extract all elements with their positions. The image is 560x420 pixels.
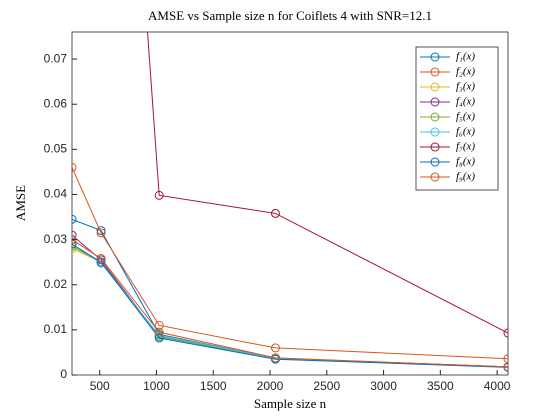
series-line — [72, 243, 508, 368]
y-tick-label: 0.01 — [44, 322, 68, 336]
y-axis-label: AMSE — [13, 185, 28, 221]
legend-box — [415, 46, 499, 191]
legend-label: f₆(x) — [456, 126, 475, 138]
x-tick-label: 3500 — [427, 379, 454, 393]
legend-label: f₁(x) — [456, 51, 475, 63]
y-tick-label: 0.07 — [44, 51, 68, 65]
x-tick-label: 500 — [90, 379, 110, 393]
data-point — [96, 226, 106, 236]
data-point — [154, 327, 164, 337]
data-point — [96, 254, 106, 264]
legend-marker — [430, 127, 440, 137]
x-tick-label: 2000 — [257, 379, 284, 393]
data-point — [154, 320, 164, 330]
x-tick-label: 4000 — [484, 379, 511, 393]
chart-title: AMSE vs Sample size n for Coiflets 4 wit… — [148, 8, 432, 23]
series-line — [147, 32, 508, 334]
y-tick-label: 0.04 — [44, 187, 68, 201]
data-point — [270, 353, 280, 363]
y-tick-label: 0.05 — [44, 142, 68, 156]
data-point — [72, 239, 77, 249]
x-tick-label: 1000 — [143, 379, 170, 393]
y-tick-label: 0.03 — [44, 232, 68, 246]
data-point — [96, 228, 106, 238]
data-point — [270, 343, 280, 353]
legend-marker — [430, 67, 440, 77]
y-tick-label: 0 — [60, 367, 67, 381]
legend-label: f₅(x) — [456, 111, 475, 123]
x-tick-label: 1500 — [200, 379, 227, 393]
data-point — [72, 230, 77, 240]
data-point — [270, 208, 280, 218]
legend-marker — [430, 112, 440, 122]
legend-marker — [430, 82, 440, 92]
data-point — [72, 214, 77, 224]
legend-label: f₄(x) — [456, 96, 475, 108]
data-point — [154, 333, 164, 343]
legend-label: f₂(x) — [456, 66, 475, 78]
legend-label: f₈(x) — [456, 156, 475, 168]
legend-label: f₃(x) — [456, 81, 475, 93]
y-tick-label: 0.06 — [44, 96, 68, 110]
legend-label: f₇(x) — [456, 141, 475, 153]
x-axis-label: Sample size n — [254, 396, 327, 411]
data-point — [503, 362, 508, 372]
series-layer — [72, 32, 508, 372]
legend-marker — [430, 157, 440, 167]
data-point — [72, 162, 77, 172]
x-tick-label: 3000 — [370, 379, 397, 393]
data-point — [503, 354, 508, 364]
x-tick-label: 2500 — [313, 379, 340, 393]
data-point — [503, 328, 508, 338]
y-tick-label: 0.02 — [44, 277, 68, 291]
data-point — [154, 190, 164, 200]
legend-marker — [430, 172, 440, 182]
series-line — [72, 167, 508, 360]
legend-label: f₉(x) — [456, 171, 475, 183]
data-point — [154, 330, 164, 340]
legend-marker — [430, 97, 440, 107]
legend-marker — [430, 142, 440, 152]
legend-marker — [430, 52, 440, 62]
series-line — [72, 239, 508, 368]
